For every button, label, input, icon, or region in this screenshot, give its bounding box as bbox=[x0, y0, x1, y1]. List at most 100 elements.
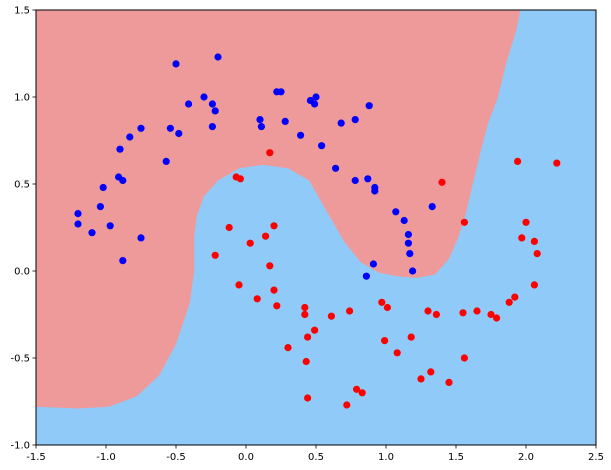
point-series-1 bbox=[530, 237, 539, 245]
point-series-0 bbox=[256, 116, 264, 124]
point-series-0 bbox=[172, 60, 180, 68]
point-series-1 bbox=[493, 314, 501, 322]
point-series-1 bbox=[378, 298, 386, 306]
point-series-1 bbox=[270, 222, 278, 230]
point-series-0 bbox=[99, 183, 107, 192]
point-series-1 bbox=[211, 251, 219, 259]
point-series-1 bbox=[530, 281, 539, 289]
point-series-1 bbox=[311, 326, 319, 334]
point-series-0 bbox=[311, 100, 319, 108]
point-series-0 bbox=[312, 93, 320, 101]
point-series-1 bbox=[270, 286, 278, 294]
point-series-1 bbox=[407, 333, 415, 341]
point-series-1 bbox=[438, 178, 446, 186]
point-series-0 bbox=[166, 124, 174, 132]
point-series-1 bbox=[302, 357, 310, 366]
point-series-0 bbox=[362, 272, 370, 280]
point-series-0 bbox=[400, 216, 408, 225]
x-tick-label: 0.5 bbox=[308, 452, 324, 463]
point-series-0 bbox=[351, 176, 359, 185]
point-series-1 bbox=[353, 385, 361, 393]
y-tick-label: 0.5 bbox=[14, 180, 30, 191]
point-series-0 bbox=[406, 250, 414, 258]
y-tick-label: -1.0 bbox=[10, 441, 30, 452]
point-series-1 bbox=[424, 307, 432, 315]
point-series-0 bbox=[318, 142, 326, 150]
point-series-0 bbox=[185, 100, 193, 108]
point-series-0 bbox=[126, 133, 134, 141]
point-series-0 bbox=[137, 124, 145, 132]
x-tick-label: 1.5 bbox=[448, 452, 464, 463]
point-series-0 bbox=[116, 145, 124, 153]
point-series-0 bbox=[208, 100, 216, 108]
x-tick-label: -0.5 bbox=[166, 452, 186, 463]
x-axis-ticks: -1.5 -1.0 -0.5 0.0 0.5 1.0 1.5 2.0 2.5 bbox=[26, 445, 604, 463]
point-series-1 bbox=[284, 344, 292, 352]
point-series-1 bbox=[235, 281, 243, 289]
point-series-0 bbox=[74, 220, 82, 228]
x-tick-label: -1.0 bbox=[96, 452, 116, 463]
point-series-1 bbox=[236, 175, 244, 183]
point-series-1 bbox=[301, 310, 309, 319]
y-tick-label: 1.0 bbox=[14, 93, 30, 104]
point-series-0 bbox=[337, 119, 345, 127]
point-series-1 bbox=[266, 149, 274, 157]
point-series-1 bbox=[487, 310, 495, 319]
point-series-1 bbox=[460, 354, 468, 362]
point-series-1 bbox=[460, 218, 468, 226]
point-series-0 bbox=[106, 222, 114, 230]
x-tick-label: 2.5 bbox=[588, 452, 604, 463]
point-series-0 bbox=[369, 260, 377, 268]
point-series-0 bbox=[297, 131, 305, 139]
point-series-1 bbox=[304, 394, 312, 402]
point-series-0 bbox=[200, 93, 208, 101]
point-series-1 bbox=[553, 159, 561, 167]
point-series-0 bbox=[332, 164, 340, 172]
point-series-0 bbox=[96, 203, 104, 211]
point-series-1 bbox=[511, 293, 519, 301]
point-series-1 bbox=[533, 250, 541, 258]
point-series-0 bbox=[74, 210, 82, 218]
point-series-0 bbox=[351, 116, 359, 124]
point-series-1 bbox=[225, 223, 233, 232]
point-series-1 bbox=[246, 239, 254, 247]
point-series-1 bbox=[383, 303, 391, 312]
point-series-1 bbox=[505, 298, 513, 306]
point-series-1 bbox=[343, 401, 351, 409]
point-series-0 bbox=[371, 187, 379, 195]
point-series-0 bbox=[409, 267, 417, 275]
x-tick-label: 1.0 bbox=[378, 452, 394, 463]
point-series-0 bbox=[428, 203, 436, 211]
point-series-1 bbox=[358, 389, 366, 397]
point-series-1 bbox=[253, 295, 261, 303]
point-series-1 bbox=[273, 302, 281, 310]
point-series-0 bbox=[119, 257, 127, 265]
y-tick-label: -0.5 bbox=[10, 354, 30, 365]
point-series-1 bbox=[459, 309, 467, 317]
point-series-0 bbox=[119, 176, 127, 185]
decision-regions bbox=[36, 10, 596, 445]
point-series-0 bbox=[208, 123, 216, 131]
y-axis-ticks: -1.0 -0.5 0.0 0.5 1.0 1.5 bbox=[10, 6, 36, 452]
point-series-1 bbox=[304, 333, 312, 341]
point-series-0 bbox=[257, 123, 265, 131]
point-series-0 bbox=[162, 157, 170, 165]
point-series-0 bbox=[277, 88, 285, 96]
x-tick-label: 2.0 bbox=[518, 452, 534, 463]
y-tick-label: 0.0 bbox=[14, 267, 30, 278]
y-tick-label: 1.5 bbox=[14, 6, 30, 17]
point-series-1 bbox=[346, 307, 354, 315]
point-series-0 bbox=[214, 53, 222, 61]
point-series-0 bbox=[137, 234, 145, 242]
point-series-0 bbox=[365, 102, 373, 110]
point-series-1 bbox=[522, 218, 530, 226]
point-series-1 bbox=[417, 375, 425, 383]
point-series-1 bbox=[518, 234, 526, 242]
point-series-1 bbox=[514, 157, 522, 165]
point-series-0 bbox=[211, 107, 219, 115]
point-series-1 bbox=[381, 337, 389, 345]
point-series-0 bbox=[392, 208, 400, 216]
point-series-0 bbox=[175, 129, 183, 138]
x-tick-label: -1.5 bbox=[26, 452, 46, 463]
